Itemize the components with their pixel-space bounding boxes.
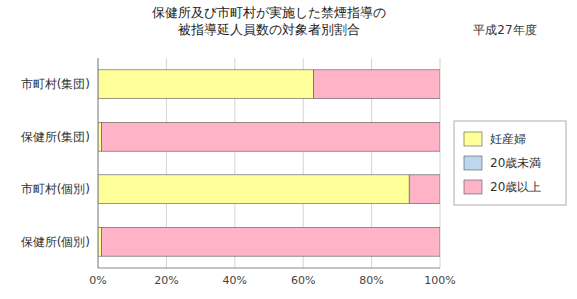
x-axis-line [98, 268, 440, 269]
chart-svg: 保健所及び市町村が実施した禁煙指導の被指導延人員数の対象者別割合 平成27年度 0%… [0, 0, 577, 299]
legend-label: 妊産婦 [490, 132, 526, 146]
legend-label: 20歳未満 [490, 156, 541, 170]
legend-swatch [464, 132, 482, 146]
chart-title: 被指導延人員数の対象者別割合 [178, 22, 360, 37]
x-tick-label: 100% [424, 274, 455, 287]
bar-segment [98, 122, 101, 151]
chart-container: 保健所及び市町村が実施した禁煙指導の被指導延人員数の対象者別割合 平成27年度 0%… [0, 0, 577, 299]
x-tick-label: 40% [223, 274, 247, 287]
y-tick-label: 市町村(個別) [21, 182, 90, 196]
legend: 妊産婦 20歳未満 20歳以上 [454, 121, 566, 205]
x-tick-label: 0% [89, 274, 106, 287]
bars [98, 70, 440, 256]
legend-swatch [464, 180, 482, 194]
grid [98, 58, 440, 268]
legend-frame [454, 121, 566, 205]
bar-segment [101, 122, 440, 151]
chart-title: 保健所及び市町村が実施した禁煙指導の [152, 5, 386, 20]
bar-segment [98, 175, 409, 204]
bar-segment [101, 227, 440, 256]
x-tick-label: 60% [291, 274, 315, 287]
bar-segment [313, 70, 440, 99]
bar-segment [98, 227, 101, 256]
grid-line [98, 58, 99, 268]
legend-label: 20歳以上 [490, 180, 541, 194]
y-tick-label: 保健所(集団) [21, 130, 90, 144]
legend-swatch [464, 156, 482, 170]
y-tick-label: 市町村(集団) [21, 77, 90, 91]
bar-segment [409, 175, 440, 204]
x-tick-label: 80% [359, 274, 383, 287]
bar-segment [98, 70, 313, 99]
y-tick-label: 保健所(個別) [21, 235, 90, 249]
y-axis-line [98, 58, 99, 268]
x-tick-label: 20% [154, 274, 178, 287]
chart-subtitle: 平成27年度 [473, 23, 536, 37]
